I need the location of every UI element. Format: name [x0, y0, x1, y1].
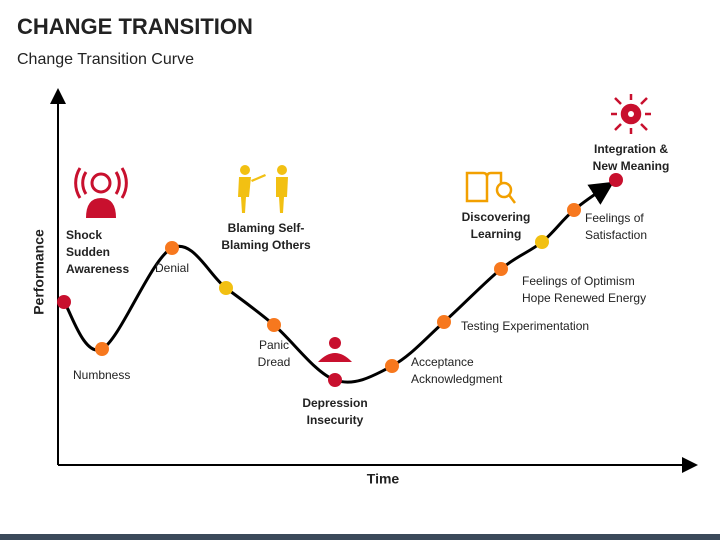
stage-dot — [567, 203, 581, 217]
stage: Depression Insecurity — [302, 373, 368, 427]
x-axis-label: Time — [367, 471, 400, 487]
stage-label: Dread — [258, 355, 291, 369]
stage-dot — [535, 235, 549, 249]
stage-label: Numbness — [73, 368, 130, 382]
stage-dot — [57, 295, 71, 309]
stage: Feelings of Satisfaction — [567, 203, 647, 242]
stage: Denial — [155, 241, 189, 275]
stage-dot — [165, 241, 179, 255]
stage-label: Acceptance — [411, 355, 474, 369]
stage: Discovering Learning — [462, 210, 549, 249]
stage: Integration & New Meaning — [593, 142, 670, 187]
stage: Acceptance Acknowledgment — [385, 355, 503, 386]
stage-label: Awareness — [66, 262, 129, 276]
stage: Shock Sudden Awareness — [57, 228, 129, 309]
stage-dot — [609, 173, 623, 187]
stage: Panic Dread — [258, 318, 291, 369]
stage-label: Satisfaction — [585, 228, 647, 242]
stage-label: Denial — [155, 261, 189, 275]
depressed-icon — [318, 337, 352, 362]
stage-label: Blaming Self- — [228, 221, 305, 235]
stage: Blaming Self- Blaming Others — [219, 221, 311, 295]
stage: Numbness — [73, 342, 130, 382]
stage-label: Feelings of Optimism — [522, 274, 635, 288]
stage-dot — [95, 342, 109, 356]
stage-label: Sudden — [66, 245, 110, 259]
stage-dot — [328, 373, 342, 387]
stage-label: Panic — [259, 338, 289, 352]
subtitle: Change Transition Curve — [17, 51, 194, 68]
stage-dot — [494, 262, 508, 276]
stage-label: Testing Experimentation — [461, 319, 589, 333]
stage-label: Learning — [471, 227, 522, 241]
book-icon — [465, 171, 516, 204]
stage-label: Depression — [302, 396, 367, 410]
y-axis-label: Performance — [31, 229, 47, 315]
stage-label: Hope Renewed Energy — [522, 291, 646, 305]
stage-label: Acknowledgment — [411, 372, 503, 386]
title: CHANGE TRANSITION — [17, 14, 253, 39]
bottom-bar — [0, 534, 720, 540]
stage-label: Feelings of — [585, 211, 644, 225]
stage-dot — [267, 318, 281, 332]
stage-dot — [385, 359, 399, 373]
stage-label: Integration & — [594, 142, 668, 156]
stage-label: Shock — [66, 228, 102, 242]
alarm-icon — [74, 167, 128, 218]
stage-label: Discovering — [462, 210, 531, 224]
stage: Testing Experimentation — [437, 315, 589, 333]
stage-label: Blaming Others — [221, 238, 311, 252]
stage-dot — [437, 315, 451, 329]
stage: Feelings of Optimism Hope Renewed Energy — [494, 262, 646, 305]
people-icon — [238, 165, 288, 213]
stage-dot — [219, 281, 233, 295]
stage-label: Insecurity — [307, 413, 364, 427]
gear-icon — [611, 94, 651, 134]
stage-label: New Meaning — [593, 159, 670, 173]
